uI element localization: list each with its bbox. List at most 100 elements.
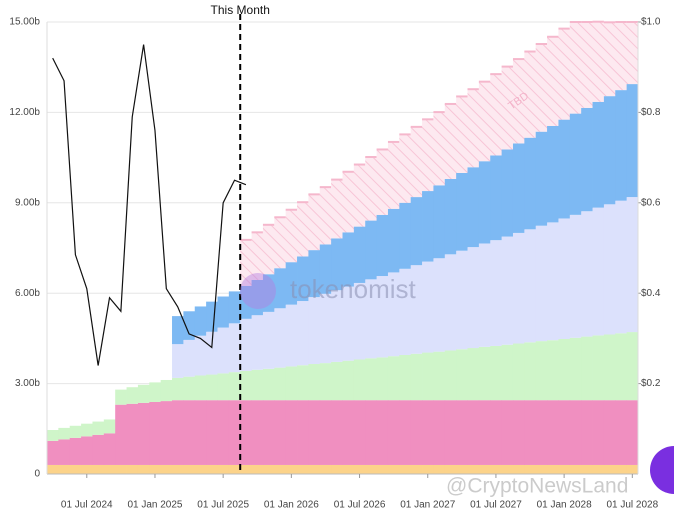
area-step	[535, 464, 548, 474]
area-step	[115, 464, 127, 474]
area-step	[251, 279, 264, 316]
area-step	[69, 437, 82, 465]
area-step	[308, 400, 321, 465]
area-step	[183, 400, 196, 465]
area-step	[524, 137, 537, 230]
area-step	[47, 440, 59, 465]
area-step	[376, 464, 389, 474]
area-step	[92, 421, 105, 435]
area-step	[240, 285, 252, 319]
area-step	[558, 339, 571, 401]
area-step	[160, 379, 173, 402]
area-step	[422, 119, 434, 192]
area-step	[387, 400, 400, 465]
area-step	[626, 22, 639, 85]
area-step	[240, 239, 252, 286]
area-step	[274, 464, 287, 474]
area-step	[467, 348, 480, 401]
area-step	[376, 276, 389, 358]
area-step	[160, 401, 173, 465]
area-step	[69, 425, 82, 438]
area-step	[467, 464, 480, 474]
area-step	[240, 464, 252, 474]
area-step	[206, 301, 218, 332]
area-step	[126, 387, 139, 404]
area-step	[490, 240, 503, 346]
area-step	[365, 156, 377, 221]
area-step	[285, 304, 298, 367]
area-step	[433, 351, 446, 401]
y-tick-label: 0	[34, 469, 40, 480]
area-step	[206, 374, 218, 401]
area-step	[433, 112, 446, 186]
area-step	[456, 349, 468, 401]
area-step	[81, 436, 93, 465]
area-step	[490, 345, 503, 401]
area-step	[512, 232, 525, 344]
area-step	[456, 464, 468, 474]
area-step	[308, 364, 321, 401]
area-step	[547, 464, 559, 474]
area-step	[615, 200, 628, 334]
area-step	[331, 400, 343, 465]
area-step	[603, 22, 616, 97]
area-step	[274, 400, 287, 465]
area-step	[353, 400, 366, 465]
area-step	[262, 400, 275, 465]
area-step	[569, 22, 582, 114]
area-step	[399, 354, 412, 401]
area-step	[274, 217, 287, 269]
area-step	[194, 306, 207, 336]
area-step	[524, 464, 537, 474]
corner-badge	[650, 446, 674, 494]
area-step	[626, 332, 639, 401]
area-step	[547, 400, 559, 465]
area-step	[353, 164, 366, 227]
area-step	[478, 346, 491, 401]
area-step	[547, 125, 559, 223]
area-step	[501, 400, 514, 465]
area-step	[251, 369, 264, 401]
area-step	[285, 464, 298, 474]
area-step	[444, 464, 457, 474]
area-step	[626, 84, 639, 198]
area-step	[512, 343, 525, 401]
area-step	[535, 400, 548, 465]
area-step	[126, 403, 139, 465]
area-step	[581, 464, 593, 474]
area-step	[206, 331, 218, 375]
area-step	[376, 400, 389, 465]
area-step	[478, 243, 491, 347]
area-step	[444, 103, 457, 179]
area-step	[512, 59, 525, 144]
area-step	[444, 350, 457, 401]
area-step	[512, 464, 525, 474]
area-step	[524, 342, 537, 401]
area-step	[444, 254, 457, 351]
x-tick-label: 01 Jan 2026	[264, 500, 319, 511]
area-step	[581, 400, 593, 465]
area-step	[535, 131, 548, 226]
area-step	[183, 339, 196, 377]
y-tick-label: 9.00b	[15, 197, 40, 208]
area-step	[194, 464, 207, 474]
area-step	[297, 464, 309, 474]
area-step	[228, 291, 241, 324]
area-step	[569, 337, 582, 401]
area-step	[365, 220, 377, 280]
area-step	[615, 464, 628, 474]
area-step	[410, 197, 423, 266]
area-step	[319, 293, 332, 364]
area-step	[512, 400, 525, 465]
area-step	[228, 372, 241, 401]
area-step	[262, 224, 275, 275]
area-step	[422, 261, 434, 353]
area-step	[297, 301, 309, 366]
area-step	[603, 334, 616, 401]
area-step	[501, 66, 514, 150]
area-step	[399, 202, 412, 269]
area-step	[547, 340, 559, 401]
area-step	[149, 401, 162, 465]
area-step	[81, 464, 93, 474]
